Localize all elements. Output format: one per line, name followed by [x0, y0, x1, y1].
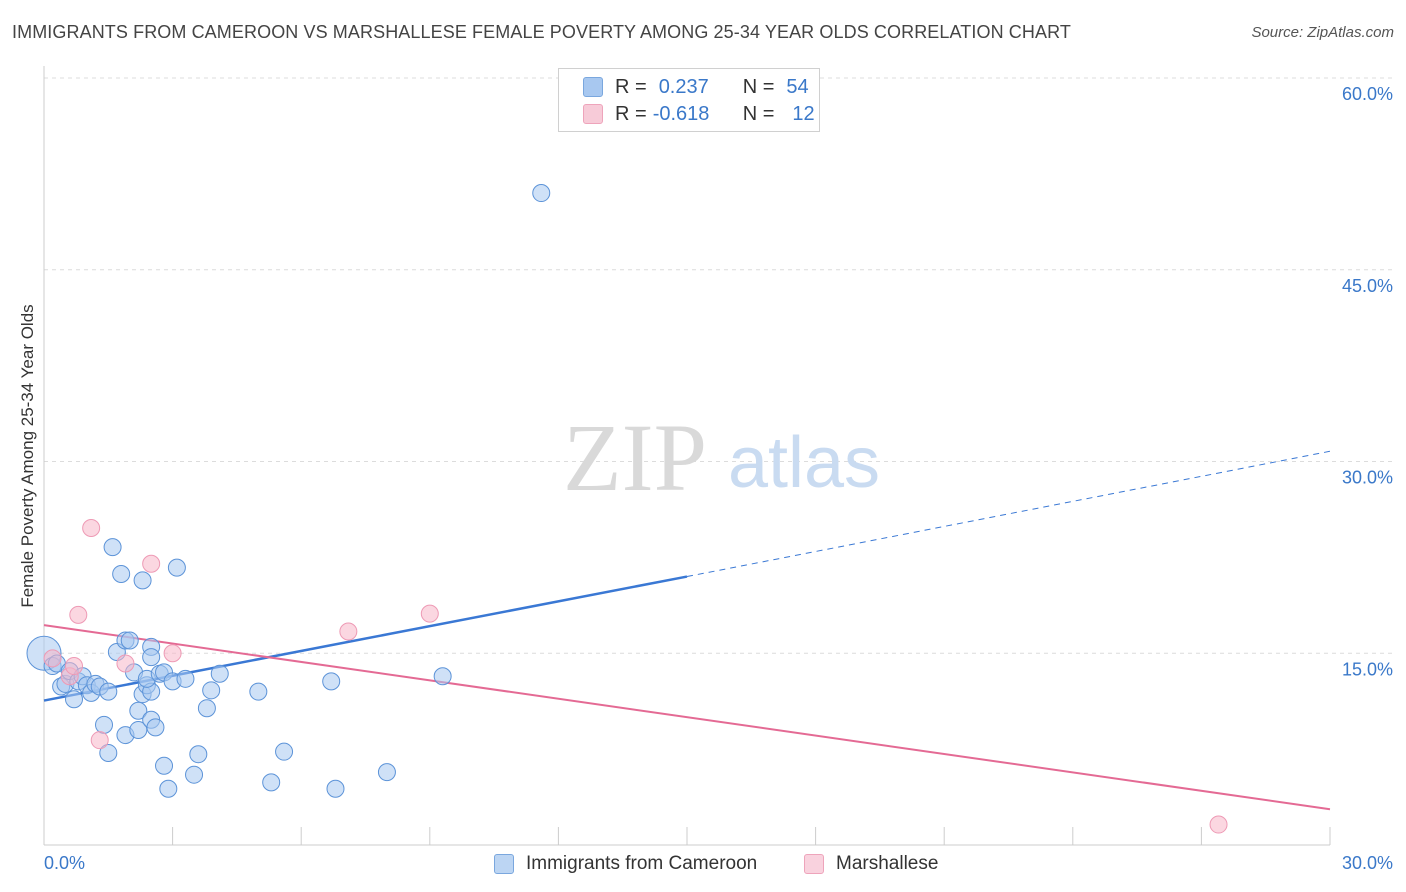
- x-tick-label: 30.0%: [1342, 853, 1393, 873]
- y-tick-label: 60.0%: [1342, 84, 1393, 104]
- data-point-cameroon: [99, 743, 118, 762]
- data-points: [26, 184, 1228, 834]
- legend-n-value: 54: [786, 75, 809, 98]
- bottom-legend-swatch-marshallese: [804, 854, 824, 874]
- y-tick-label: 15.0%: [1342, 659, 1393, 679]
- data-point-cameroon: [129, 720, 148, 739]
- legend-n-label: N =: [742, 75, 775, 98]
- data-point-cameroon: [176, 669, 195, 688]
- watermark-atlas: atlas: [728, 423, 880, 503]
- bottom-legend-label-marshallese: Marshallese: [836, 853, 939, 874]
- y-tick-label: 30.0%: [1342, 468, 1393, 488]
- data-point-marshallese: [43, 649, 62, 668]
- data-point-cameroon: [146, 718, 165, 737]
- data-point-marshallese: [65, 657, 84, 676]
- data-point-cameroon: [167, 558, 186, 577]
- data-point-cameroon: [202, 681, 221, 700]
- data-point-cameroon: [159, 779, 178, 798]
- data-point-cameroon: [262, 773, 281, 792]
- data-point-marshallese: [116, 654, 135, 673]
- legend-swatch-marshallese: [583, 104, 603, 124]
- legend-r-label: R =: [615, 102, 647, 125]
- trend-line-marshallese: [43, 624, 1331, 811]
- grid-lines: [44, 77, 1392, 654]
- bottom-legend-cameroon: Immigrants from Cameroon: [494, 851, 757, 877]
- data-point-cameroon: [142, 648, 161, 667]
- data-point-cameroon: [275, 742, 294, 761]
- data-point-cameroon: [326, 779, 345, 798]
- data-point-cameroon: [99, 682, 118, 701]
- legend-row-marshallese: R = -0.618 N = 12: [583, 102, 815, 126]
- data-point-cameroon: [433, 667, 452, 686]
- legend-n-label: N =: [742, 102, 775, 125]
- legend-r-value: -0.618: [652, 102, 710, 125]
- data-point-cameroon: [210, 664, 229, 683]
- source-label: Source: ZipAtlas.com: [1251, 24, 1394, 41]
- bottom-legend-marshallese: Marshallese: [804, 851, 938, 877]
- data-point-cameroon: [112, 564, 131, 583]
- data-point-cameroon: [133, 571, 152, 590]
- legend-swatch-cameroon: [583, 77, 603, 97]
- data-point-cameroon: [377, 763, 396, 782]
- data-point-marshallese: [82, 518, 101, 537]
- data-point-cameroon: [65, 690, 84, 709]
- data-point-cameroon: [155, 756, 174, 775]
- data-point-cameroon: [129, 701, 148, 720]
- data-point-marshallese: [69, 605, 88, 624]
- data-point-cameroon: [185, 765, 204, 784]
- x-tick-label: 0.0%: [44, 853, 85, 873]
- data-point-cameroon: [120, 631, 139, 650]
- legend-n-value: 12: [792, 102, 815, 125]
- data-point-cameroon: [197, 699, 216, 718]
- legend-row-cameroon: R = 0.237 N = 54: [583, 75, 809, 99]
- legend-r-value: 0.237: [658, 75, 709, 98]
- data-point-cameroon: [249, 682, 268, 701]
- bottom-legend-label-cameroon: Immigrants from Cameroon: [526, 853, 758, 874]
- data-point-cameroon: [322, 672, 341, 691]
- y-axis-label: Female Poverty Among 25-34 Year Olds: [18, 304, 37, 608]
- data-point-marshallese: [420, 604, 439, 623]
- data-point-cameroon: [532, 184, 551, 203]
- correlation-legend: R = 0.237 N = 54 R = -0.618 N = 12: [558, 68, 820, 132]
- y-tick-label: 45.0%: [1342, 276, 1393, 296]
- chart-title: IMMIGRANTS FROM CAMEROON VS MARSHALLESE …: [12, 22, 1071, 42]
- legend-r-label: R =: [615, 75, 647, 98]
- data-point-marshallese: [339, 622, 358, 641]
- axes: [43, 66, 1331, 846]
- data-point-marshallese: [1209, 815, 1228, 834]
- watermark: ZIP atlas: [563, 404, 880, 511]
- tick-labels: 15.0% 30.0% 45.0% 60.0% 0.0% 30.0%: [44, 84, 1393, 873]
- data-point-cameroon: [189, 745, 208, 764]
- data-point-cameroon: [95, 715, 114, 734]
- data-point-cameroon: [103, 538, 122, 557]
- watermark-zip: ZIP: [563, 404, 707, 511]
- data-point-marshallese: [163, 644, 182, 663]
- data-point-marshallese: [90, 731, 109, 750]
- data-point-marshallese: [142, 554, 161, 573]
- bottom-legend-swatch-cameroon: [494, 854, 514, 874]
